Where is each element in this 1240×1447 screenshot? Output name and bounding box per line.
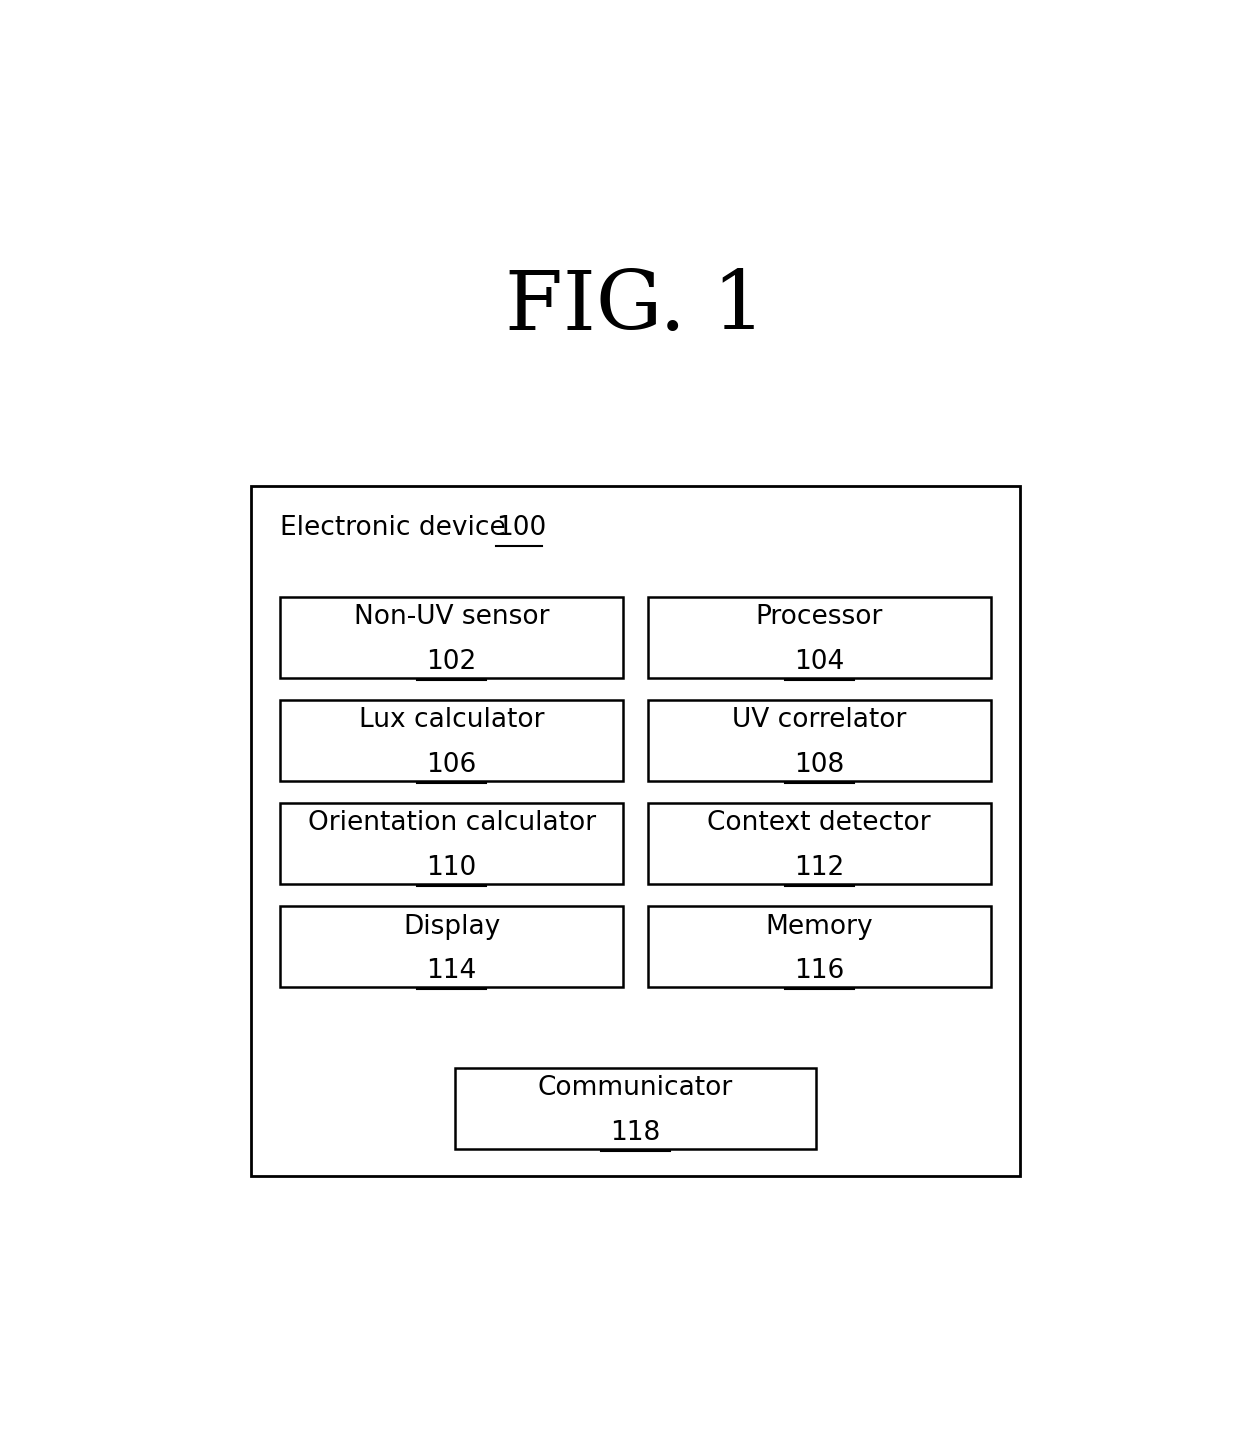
Text: 100: 100 (496, 515, 547, 541)
Text: 116: 116 (794, 958, 844, 984)
Text: Context detector: Context detector (708, 810, 931, 836)
Bar (647, 700, 991, 781)
Text: 106: 106 (427, 752, 477, 778)
Bar (647, 906, 991, 987)
Text: 108: 108 (794, 752, 844, 778)
Bar (455, 1068, 816, 1149)
Bar (280, 803, 624, 884)
Text: 110: 110 (427, 855, 477, 881)
Text: 114: 114 (427, 958, 477, 984)
Bar (647, 598, 991, 677)
Bar (647, 803, 991, 884)
Text: 104: 104 (794, 648, 844, 674)
Bar (280, 598, 624, 677)
Text: Display: Display (403, 913, 500, 939)
Bar (250, 486, 1021, 1176)
Text: 102: 102 (427, 648, 477, 674)
Text: FIG. 1: FIG. 1 (505, 268, 766, 347)
Bar (280, 700, 624, 781)
Text: Processor: Processor (755, 605, 883, 631)
Text: Communicator: Communicator (538, 1075, 733, 1101)
Text: 118: 118 (610, 1120, 661, 1146)
Text: 112: 112 (794, 855, 844, 881)
Text: Lux calculator: Lux calculator (358, 708, 544, 734)
Text: UV correlator: UV correlator (732, 708, 906, 734)
Text: Orientation calculator: Orientation calculator (308, 810, 595, 836)
Text: Electronic device: Electronic device (280, 515, 515, 541)
Text: Non-UV sensor: Non-UV sensor (353, 605, 549, 631)
Bar (280, 906, 624, 987)
Text: Memory: Memory (765, 913, 873, 939)
